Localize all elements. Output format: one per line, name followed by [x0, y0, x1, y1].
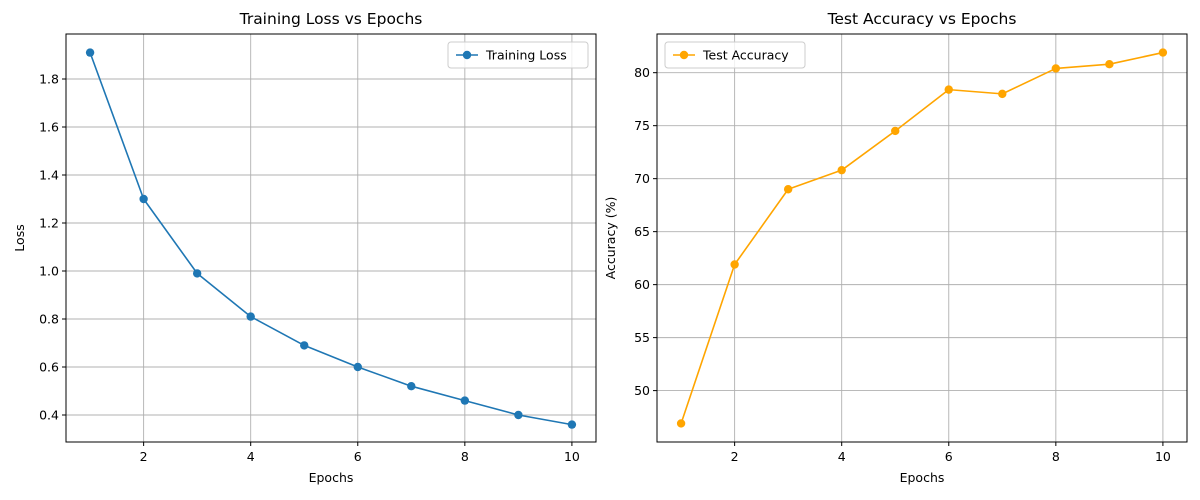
plot-frame — [656, 33, 1188, 443]
series-line — [680, 51, 1164, 424]
x-tick-label: 8 — [1052, 449, 1060, 464]
y-tick-label: 1.6 — [39, 120, 59, 135]
x-axis-label: Epochs — [309, 470, 354, 485]
legend: Training Loss — [447, 41, 589, 69]
legend-box — [664, 41, 806, 69]
data-point — [460, 396, 470, 405]
data-point — [567, 420, 577, 429]
data-point — [783, 185, 793, 194]
data-point — [1105, 60, 1114, 69]
x-tick-label: 6 — [354, 449, 362, 464]
y-tick-label: 50 — [634, 383, 650, 398]
y-tick-label: 80 — [634, 65, 650, 80]
data-point — [300, 341, 309, 350]
legend-box — [447, 41, 589, 69]
series-line — [89, 52, 573, 426]
legend-label: Test Accuracy — [702, 48, 789, 63]
y-axis-label: Accuracy (%) — [603, 197, 618, 280]
data-point — [891, 126, 900, 136]
x-tick-label: 4 — [247, 449, 255, 464]
legend-marker — [679, 50, 689, 60]
y-tick-label: 65 — [634, 224, 650, 239]
y-axis-label: Loss — [12, 224, 27, 251]
y-tick-label: 1.4 — [39, 168, 59, 183]
data-point — [353, 362, 362, 372]
y-tick-label: 0.4 — [39, 408, 59, 423]
data-point — [192, 269, 202, 278]
data-point — [1051, 64, 1061, 73]
y-tick-label: 1.0 — [39, 264, 59, 279]
y-tick-label: 0.6 — [39, 360, 59, 375]
x-tick-label: 4 — [838, 449, 846, 464]
x-tick-label: 8 — [461, 449, 469, 464]
data-point — [944, 85, 953, 94]
data-point — [139, 194, 148, 204]
chart-title: Training Loss vs Epochs — [239, 10, 423, 28]
data-point — [514, 410, 523, 420]
data-point — [1158, 48, 1168, 57]
y-tick-label: 1.8 — [39, 72, 59, 87]
y-tick-label: 55 — [634, 330, 650, 345]
y-tick-label: 70 — [634, 171, 650, 186]
x-tick-label: 10 — [1155, 449, 1171, 464]
chart-title: Test Accuracy vs Epochs — [827, 10, 1017, 28]
x-tick-label: 2 — [731, 449, 739, 464]
x-tick-label: 10 — [564, 449, 580, 464]
y-tick-label: 75 — [634, 118, 650, 133]
x-tick-label: 6 — [945, 449, 953, 464]
test-accuracy-panel: Test Accuracy vs Epochs Epochs Accuracy … — [603, 10, 1188, 485]
data-point — [837, 165, 846, 175]
legend-marker — [462, 50, 472, 60]
y-tick-label: 1.2 — [39, 216, 59, 231]
plot-frame — [65, 33, 597, 443]
data-point — [998, 89, 1007, 99]
data-point — [676, 419, 686, 428]
x-tick-label: 2 — [140, 449, 148, 464]
data-point — [85, 48, 95, 57]
y-tick-label: 60 — [634, 277, 650, 292]
data-point — [246, 312, 255, 321]
legend: Test Accuracy — [664, 41, 806, 69]
x-axis-label: Epochs — [900, 470, 945, 485]
data-point — [730, 260, 739, 269]
y-tick-label: 0.8 — [39, 312, 59, 327]
legend-label: Training Loss — [485, 48, 567, 63]
data-point — [407, 382, 416, 391]
training-loss-panel: Training Loss vs Epochs Epochs Loss 2 4 6 8… — [12, 10, 597, 485]
